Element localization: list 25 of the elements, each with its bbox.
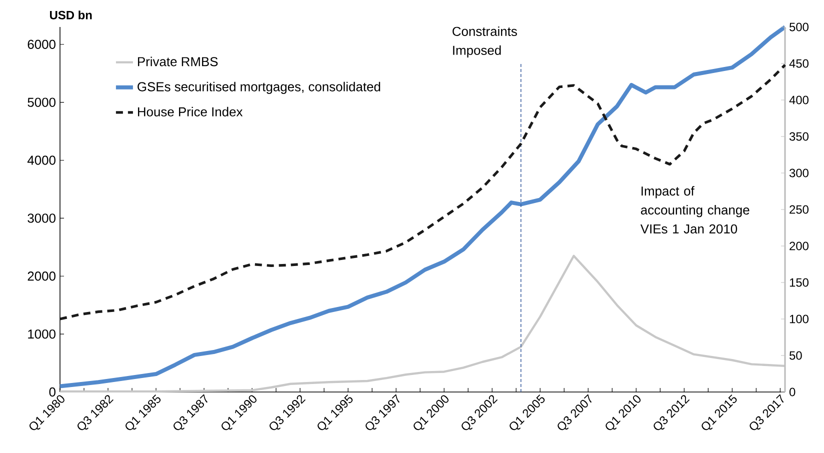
legend-label: House Price Index (138, 106, 243, 116)
y2-tick-label: 0 (789, 388, 796, 396)
y2-tick-label: 100 (790, 314, 809, 324)
legend-label: GSEs securitised mortgages, consolidated (138, 82, 380, 94)
y2-tick-label: 250 (790, 205, 809, 214)
y-tick-label: 1000 (28, 329, 56, 339)
y-tick-label: 4000 (27, 156, 56, 165)
y2-tick-label: 200 (790, 242, 809, 250)
y-tick-label: 3000 (28, 214, 56, 223)
y-tick-label: 2000 (28, 272, 56, 281)
line-series (58, 25, 788, 388)
y2-tick-label: 500 (790, 22, 809, 32)
y2-tick-label: 400 (789, 96, 809, 104)
y-tick-label: 5000 (28, 98, 56, 107)
y-axis-title: USD bn (50, 10, 92, 20)
y2-tick-label: 300 (789, 168, 809, 178)
y2-tick-label: 450 (789, 59, 809, 68)
annotation: Impact of accounting change VIEs 1 Jan 2010 (640, 186, 750, 234)
y-tick-label: 0 (49, 387, 56, 397)
y2-tick-label: 350 (789, 132, 809, 141)
y-tick-label: 6000 (28, 40, 56, 49)
y2-tick-label: 50 (790, 351, 802, 360)
ref-line-label: Constraints Imposed (452, 26, 517, 58)
legend-label: Private RMBS (138, 56, 218, 66)
y2-tick-label: 150 (790, 278, 809, 287)
